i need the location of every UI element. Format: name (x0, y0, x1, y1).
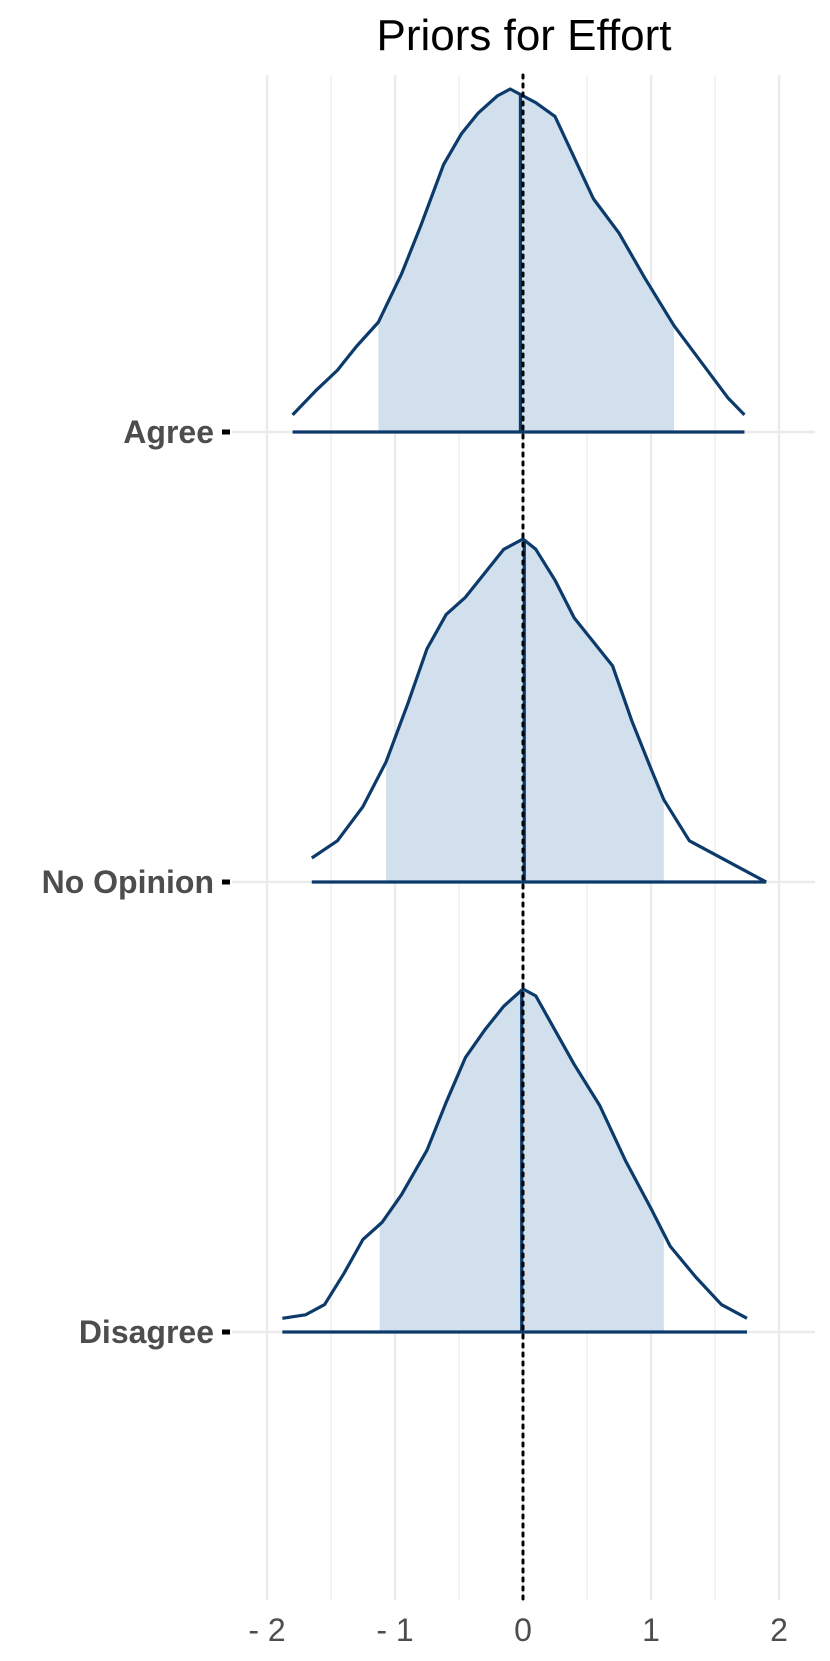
interval-shade (378, 89, 675, 432)
y-axis: Agree No Opinion Disagree (42, 414, 230, 1350)
x-tick-label: - 1 (376, 1612, 413, 1648)
density-group (310, 537, 767, 884)
x-tick-label: 1 (642, 1612, 660, 1648)
density-series-layer (282, 87, 767, 1334)
x-tick-label: - 2 (248, 1612, 285, 1648)
density-curve (291, 87, 746, 416)
y-tick-label: Disagree (79, 1314, 214, 1350)
density-group (291, 87, 746, 434)
y-tick-label: Agree (123, 414, 214, 450)
density-curve (310, 537, 767, 884)
y-tick-label: No Opinion (42, 864, 214, 900)
x-axis: - 2 - 1 0 1 2 (248, 1612, 788, 1648)
x-tick-label: 0 (514, 1612, 532, 1648)
x-tick-label: 2 (770, 1612, 788, 1648)
density-curve (282, 987, 748, 1320)
chart-title: Priors for Effort (376, 11, 671, 60)
density-group (282, 987, 748, 1334)
